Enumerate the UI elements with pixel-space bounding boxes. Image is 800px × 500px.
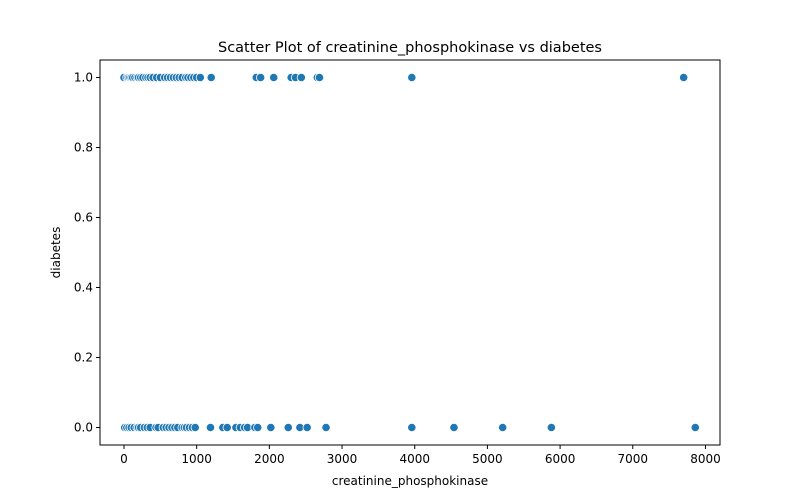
x-tick-label: 1000 <box>181 452 212 466</box>
scatter-point <box>302 422 312 433</box>
x-tick-label: 0 <box>120 452 128 466</box>
scatter-point <box>449 422 459 433</box>
y-tick-label: 0.8 <box>74 141 93 155</box>
y-tick-label: 0.4 <box>74 281 93 295</box>
scatter-point <box>498 422 508 433</box>
scatter-point <box>190 422 200 433</box>
chart-title: Scatter Plot of creatinine_phosphokinase… <box>218 40 602 56</box>
x-tick-label: 5000 <box>472 452 503 466</box>
x-tick-label: 6000 <box>545 452 576 466</box>
scatter-point <box>679 72 689 83</box>
x-tick-label: 7000 <box>618 452 649 466</box>
scatter-point <box>222 422 232 433</box>
scatter-point <box>296 72 306 83</box>
x-tick-label: 3000 <box>327 452 358 466</box>
scatter-point <box>321 422 331 433</box>
scatter-point <box>266 422 276 433</box>
scatter-point <box>546 422 556 433</box>
y-axis: 0.0 0.2 0.4 0.6 0.8 1.0 <box>74 71 100 435</box>
data-points <box>119 72 700 433</box>
x-tick-label: 8000 <box>690 452 721 466</box>
x-tick-label: 2000 <box>254 452 285 466</box>
scatter-point <box>283 422 293 433</box>
scatter-point <box>256 72 266 83</box>
scatter-point <box>205 422 216 433</box>
plot-area-frame <box>99 59 721 446</box>
x-tick-label: 4000 <box>399 452 430 466</box>
scatter-point <box>314 72 325 83</box>
x-axis-label: creatinine_phosphokinase <box>332 474 488 488</box>
scatter-point <box>206 72 216 83</box>
y-tick-label: 1.0 <box>74 71 93 85</box>
scatter-point <box>690 422 700 433</box>
scatter-point <box>195 72 205 83</box>
y-tick-label: 0.2 <box>74 351 93 365</box>
y-tick-label: 0.0 <box>74 421 93 435</box>
x-axis: 0 1000 2000 3000 4000 5000 6000 7000 8000 <box>120 445 721 466</box>
scatter-point <box>407 72 417 83</box>
y-axis-label: diabetes <box>49 227 63 279</box>
scatter-point <box>269 72 279 83</box>
y-tick-label: 0.6 <box>74 211 93 225</box>
scatter-point <box>253 422 263 433</box>
scatter-point <box>407 422 417 433</box>
